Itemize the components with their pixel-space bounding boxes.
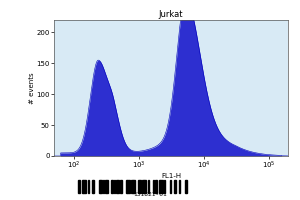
Bar xyxy=(142,180,143,193)
Bar xyxy=(78,180,80,193)
Bar xyxy=(179,180,181,193)
Text: 131821-01: 131821-01 xyxy=(133,192,167,197)
Title: Jurkat: Jurkat xyxy=(159,10,183,19)
X-axis label: FL1-H: FL1-H xyxy=(161,173,181,179)
Bar xyxy=(92,180,93,193)
Bar xyxy=(83,180,86,193)
Bar xyxy=(159,180,160,193)
Bar xyxy=(185,180,186,193)
Bar xyxy=(160,180,163,193)
Y-axis label: # events: # events xyxy=(29,72,35,104)
Bar xyxy=(170,180,171,193)
Bar xyxy=(113,180,115,193)
Bar xyxy=(155,180,157,193)
Bar xyxy=(128,180,130,193)
Bar xyxy=(164,180,166,193)
Bar xyxy=(93,180,94,193)
Bar xyxy=(82,180,83,193)
Bar xyxy=(111,180,113,193)
Bar xyxy=(186,180,188,193)
Bar xyxy=(98,180,100,193)
Bar xyxy=(148,180,149,193)
Bar xyxy=(174,180,175,193)
Bar xyxy=(131,180,133,193)
Bar xyxy=(116,180,119,193)
Bar xyxy=(126,180,127,193)
Bar xyxy=(133,180,135,193)
Bar xyxy=(153,180,154,193)
Bar xyxy=(106,180,108,193)
Bar xyxy=(138,180,141,193)
Bar xyxy=(100,180,102,193)
Bar xyxy=(144,180,146,193)
Bar xyxy=(121,180,122,193)
